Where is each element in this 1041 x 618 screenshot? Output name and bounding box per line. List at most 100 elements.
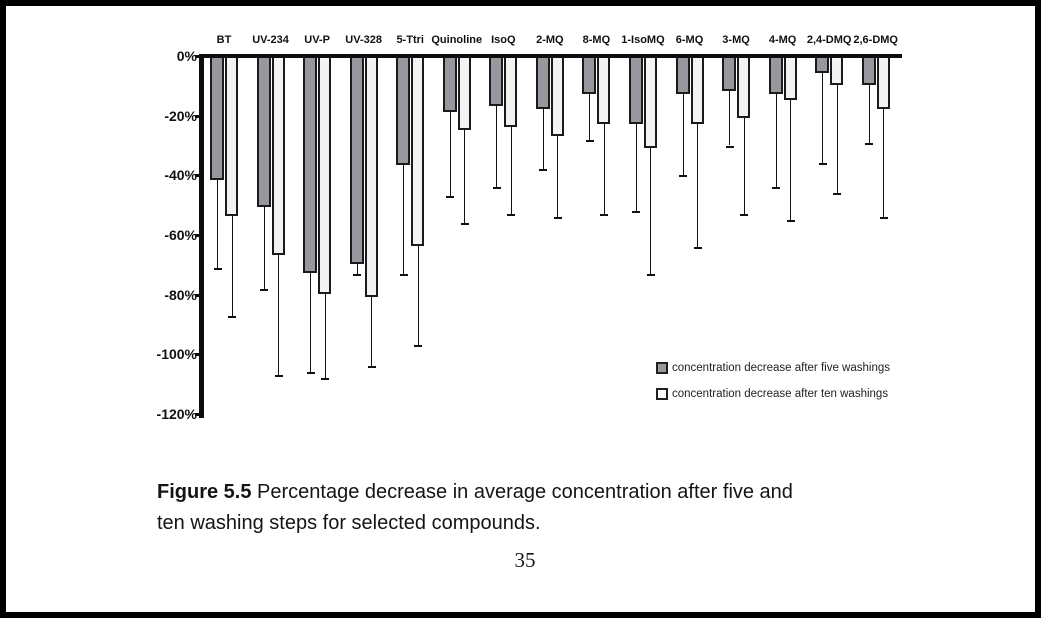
- y-axis-tick-mark: [195, 55, 202, 58]
- error-bar-cap: [353, 273, 362, 276]
- error-bar-line: [635, 121, 637, 212]
- bar-ten-washings: [783, 56, 797, 100]
- error-bar-cap: [274, 375, 283, 378]
- error-bar-line: [231, 214, 233, 316]
- category-label: UV-328: [345, 34, 382, 46]
- error-bar-line: [836, 82, 838, 194]
- y-axis-tick-mark: [195, 353, 202, 357]
- bar-five-washings: [396, 56, 411, 166]
- y-axis-tick-mark: [195, 114, 202, 118]
- error-bar-cap: [492, 187, 501, 190]
- error-bar-line: [510, 124, 512, 215]
- error-bar-cap: [446, 196, 455, 199]
- y-axis-tick-mark: [195, 234, 202, 237]
- error-bar-cap: [632, 211, 641, 214]
- category-label: 6-MQ: [675, 34, 704, 46]
- bar-five-washings: [303, 56, 318, 273]
- bar-five-washings: [210, 56, 224, 181]
- bar-ten-washings: [830, 56, 844, 85]
- bar-five-washings: [349, 56, 364, 264]
- bar-five-washings: [861, 56, 876, 85]
- category-label: UV-P: [304, 34, 330, 46]
- error-bar-line: [603, 121, 605, 215]
- legend-swatch-white: [656, 388, 668, 400]
- bar-five-washings: [442, 56, 457, 112]
- legend-label: concentration decrease after five washin…: [672, 362, 890, 374]
- error-bar-cap: [679, 175, 687, 178]
- error-bar-line: [775, 91, 777, 188]
- x-axis-baseline: [199, 54, 902, 58]
- category-label: 2,4-DMQ: [806, 34, 852, 46]
- error-bar-line: [743, 115, 745, 215]
- error-bar-cap: [414, 345, 423, 348]
- error-bar-line: [868, 82, 870, 143]
- category-label: 2-MQ: [536, 34, 564, 46]
- error-bar-cap: [879, 217, 888, 220]
- y-axis-tick-label: -60%: [164, 227, 197, 243]
- error-bar-line: [417, 243, 419, 346]
- category-label: Quinoline: [431, 34, 483, 46]
- error-bar-cap: [865, 142, 874, 145]
- bar-ten-washings: [690, 56, 704, 124]
- y-axis-tick-label: -20%: [164, 107, 197, 124]
- figure-caption: Figure 5.5 Percentage decrease in averag…: [157, 477, 919, 539]
- error-bar-cap: [260, 288, 269, 291]
- error-bar-line: [589, 91, 591, 140]
- bar-ten-washings: [597, 56, 611, 124]
- error-bar-line: [356, 261, 358, 274]
- error-bar-cap: [507, 214, 516, 217]
- bar-ten-washings: [457, 56, 471, 130]
- error-bar-cap: [818, 163, 827, 166]
- category-label: 2,6-DMQ: [853, 34, 898, 46]
- error-bar-line: [557, 133, 559, 218]
- bar-five-washings: [489, 56, 504, 106]
- bar-ten-washings: [411, 56, 425, 246]
- y-axis-tick-label: -80%: [164, 286, 197, 303]
- error-bar-cap: [585, 139, 594, 142]
- error-bar-cap: [553, 217, 562, 220]
- error-bar-line: [371, 294, 373, 367]
- chart-legend: concentration decrease after five washin…: [656, 360, 890, 412]
- error-bar-line: [729, 88, 731, 146]
- error-bar-line: [464, 127, 466, 224]
- bar-five-washings: [675, 56, 690, 94]
- y-axis-tick-label: 0%: [176, 48, 197, 64]
- error-bar-line: [650, 145, 652, 274]
- error-bar-line: [310, 270, 312, 373]
- bar-ten-washings: [876, 56, 890, 109]
- legend-item-ten-washings: concentration decrease after ten washing…: [656, 386, 890, 402]
- error-bar-cap: [786, 220, 795, 223]
- error-bar-line: [542, 106, 544, 170]
- error-bar-cap: [740, 214, 749, 217]
- bar-ten-washings: [737, 56, 751, 118]
- error-bar-cap: [772, 187, 781, 190]
- bar-five-washings: [722, 56, 737, 91]
- bar-ten-washings: [550, 56, 564, 136]
- legend-label: concentration decrease after ten washing…: [672, 388, 889, 400]
- error-bar-line: [697, 121, 698, 247]
- error-bar-cap: [600, 214, 609, 217]
- error-bar-cap: [725, 145, 734, 148]
- error-bar-line: [822, 70, 824, 164]
- legend-swatch-gray: [656, 362, 668, 374]
- bar-five-washings: [628, 56, 643, 124]
- bar-ten-washings: [643, 56, 657, 148]
- error-bar-line: [324, 291, 326, 379]
- y-axis-tick-mark: [195, 293, 202, 297]
- category-label: UV-234: [252, 34, 289, 46]
- bar-five-washings: [535, 56, 550, 109]
- y-axis-tick-mark: [195, 413, 202, 416]
- y-axis-tick-label: -40%: [164, 167, 197, 184]
- error-bar-cap: [228, 315, 236, 318]
- legend-item-five-washings: concentration decrease after five washin…: [656, 360, 890, 376]
- error-bar-line: [217, 178, 218, 268]
- category-label: 5-Ttri: [396, 34, 424, 46]
- category-label: 4-MQ: [768, 34, 797, 46]
- error-bar-line: [263, 205, 265, 289]
- error-bar-line: [278, 252, 280, 376]
- figure-caption-line2: ten washing steps for selected compounds…: [157, 512, 541, 534]
- figure-caption-line1: Percentage decrease in average concentra…: [257, 481, 793, 503]
- error-bar-cap: [833, 193, 842, 196]
